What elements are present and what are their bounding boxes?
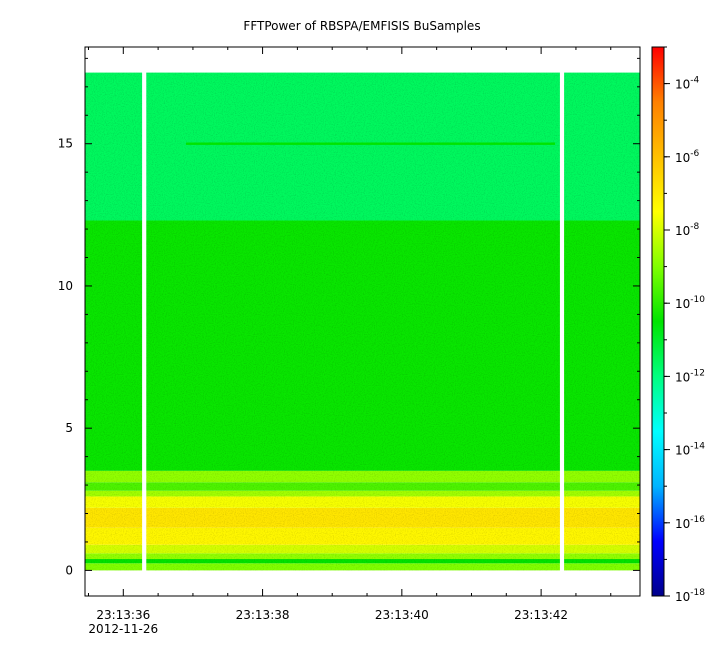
- y-tick-label: 10: [58, 279, 73, 293]
- x-tick-label: 23:13:40: [375, 608, 429, 622]
- plot-area: [85, 71, 640, 572]
- x-tick-date-label: 2012-11-26: [88, 622, 158, 636]
- colorbar-tick-exponent: -8: [690, 222, 699, 232]
- colorbar-tick-label: 10-8: [675, 222, 700, 238]
- x-tick-label: 23:13:42: [514, 608, 568, 622]
- colorbar-tick-label: 10-10: [675, 295, 705, 311]
- plot-frame: [84, 46, 641, 597]
- colorbar-tick-exponent: -12: [690, 368, 705, 378]
- colorbar-tick-exponent: -4: [690, 76, 699, 86]
- colorbar-tick-label: 10-6: [675, 149, 700, 165]
- chart-title: FFTPower of RBSPA/EMFISIS BuSamples: [243, 19, 480, 33]
- x-tick-label: 23:13:38: [236, 608, 290, 622]
- spectrogram-noise: [85, 72, 640, 571]
- colorbar-tick-exponent: -18: [690, 588, 705, 598]
- colorbar-tick-exponent: -16: [690, 515, 705, 525]
- data-gap: [559, 71, 565, 572]
- colorbar-tick-label: 10-14: [675, 442, 705, 458]
- colorbar-gradient: [651, 46, 665, 597]
- y-tick-label: 0: [65, 563, 73, 577]
- spectral-line: [185, 142, 556, 145]
- colorbar-tick-exponent: -10: [690, 295, 705, 305]
- colorbar: 10-4 10-6 10-8 10-10 10-12 10-14 10-16 10-18: [651, 46, 705, 604]
- colorbar-tick-label: 10-4: [675, 76, 700, 92]
- colorbar-tick-label: 10-16: [675, 515, 705, 531]
- x-tick-label: 23:13:36: [96, 608, 150, 622]
- colorbar-tick-label: 10-12: [675, 368, 705, 384]
- data-gap: [142, 71, 147, 572]
- y-tick-label: 5: [65, 421, 73, 435]
- colorbar-tick-exponent: -6: [690, 149, 699, 159]
- colorbar-tick-exponent: -14: [690, 442, 705, 452]
- y-tick-label: 15: [58, 137, 73, 151]
- colorbar-tick-label: 10-18: [675, 588, 705, 604]
